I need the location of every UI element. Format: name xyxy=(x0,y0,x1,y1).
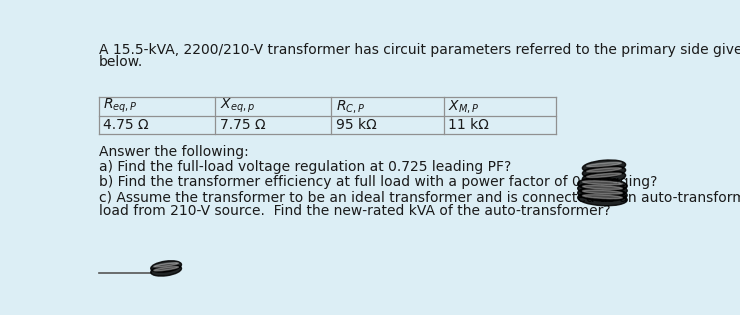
Ellipse shape xyxy=(582,160,625,173)
Ellipse shape xyxy=(578,187,628,201)
Text: $R_{eq,P}$: $R_{eq,P}$ xyxy=(104,97,138,116)
Text: Answer the following:: Answer the following: xyxy=(98,145,249,159)
Ellipse shape xyxy=(151,265,181,276)
Ellipse shape xyxy=(154,266,178,271)
Text: 11 kΩ: 11 kΩ xyxy=(448,118,489,132)
Ellipse shape xyxy=(578,192,628,206)
Text: 7.75 Ω: 7.75 Ω xyxy=(220,118,265,132)
Text: $X_{M,P}$: $X_{M,P}$ xyxy=(448,98,480,115)
Ellipse shape xyxy=(582,165,625,178)
Text: $R_{C,P}$: $R_{C,P}$ xyxy=(336,98,365,115)
Text: load from 210-V source.  Find the new-rated kVA of the auto-transformer?: load from 210-V source. Find the new-rat… xyxy=(98,204,610,218)
Ellipse shape xyxy=(154,263,178,267)
Text: a) Find the full-load voltage regulation at 0.725 leading PF?: a) Find the full-load voltage regulation… xyxy=(98,160,511,174)
Ellipse shape xyxy=(151,261,181,272)
Ellipse shape xyxy=(582,186,622,189)
Text: $X_{eq,p}$: $X_{eq,p}$ xyxy=(220,97,255,116)
Text: b) Find the transformer efficiency at full load with a power factor of 0.9 laggi: b) Find the transformer efficiency at fu… xyxy=(98,175,657,189)
Text: below.: below. xyxy=(98,55,143,69)
Text: 95 kΩ: 95 kΩ xyxy=(336,118,377,132)
Ellipse shape xyxy=(582,171,625,184)
Ellipse shape xyxy=(587,163,622,167)
Ellipse shape xyxy=(582,195,622,199)
Ellipse shape xyxy=(587,168,622,172)
Ellipse shape xyxy=(587,173,622,177)
Ellipse shape xyxy=(578,178,628,192)
Text: A 15.5-kVA, 2200/210-V transformer has circuit parameters referred to the primar: A 15.5-kVA, 2200/210-V transformer has c… xyxy=(98,43,740,57)
Text: c) Assume the transformer to be an ideal transformer and is connected as an auto: c) Assume the transformer to be an ideal… xyxy=(98,191,740,205)
Ellipse shape xyxy=(578,182,628,197)
Text: 4.75 Ω: 4.75 Ω xyxy=(104,118,149,132)
Ellipse shape xyxy=(582,181,622,185)
Ellipse shape xyxy=(582,190,622,194)
